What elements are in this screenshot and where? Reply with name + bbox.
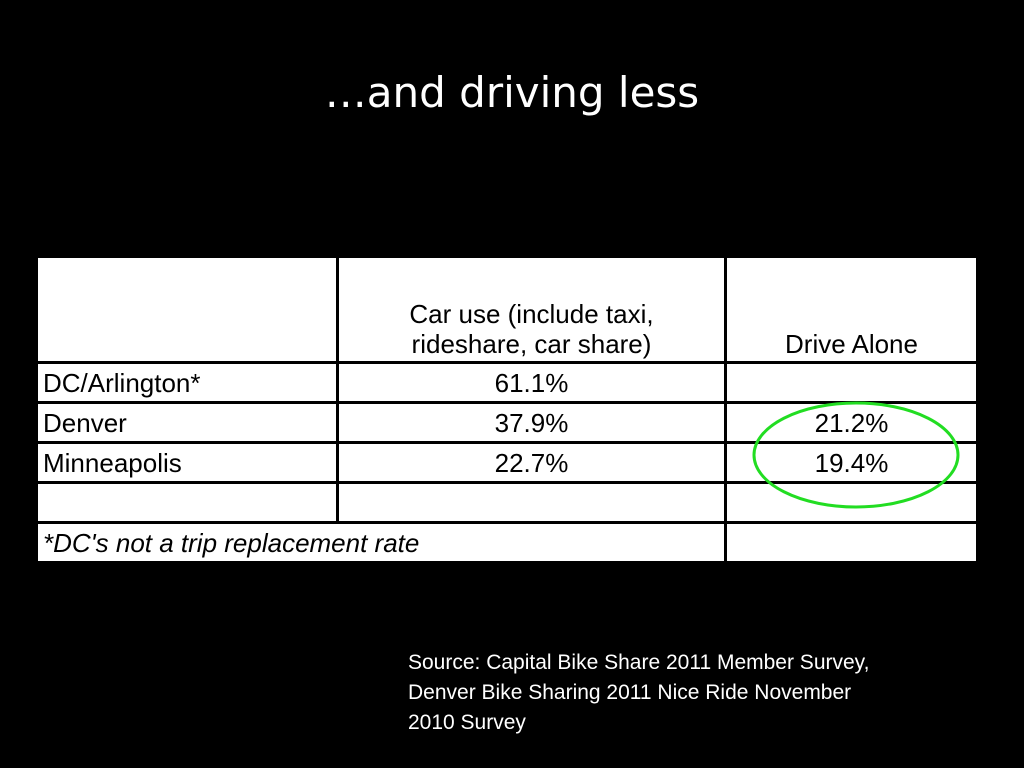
- empty-cell: [724, 361, 979, 404]
- cell: 37.9%: [336, 401, 727, 444]
- cell: 61.1%: [336, 361, 727, 404]
- header-row: Car use (include taxi, rideshare, car sha…: [35, 255, 979, 364]
- source-note: Source: Capital Bike Share 2011 Member S…: [408, 648, 869, 738]
- row: Minneapolis 22.7% 19.4%: [35, 441, 979, 484]
- row-label: DC/Arlington*: [35, 361, 339, 404]
- empty-cell: [35, 255, 339, 364]
- empty-cell: [724, 521, 979, 564]
- cell: 22.7%: [336, 441, 727, 484]
- header-cell: Drive Alone: [724, 255, 979, 364]
- header-line: rideshare, car share): [411, 329, 652, 359]
- cell: 19.4%: [724, 441, 979, 484]
- data-table: Car use (include taxi, rideshare, car sha…: [35, 255, 979, 564]
- slide-title: …and driving less: [324, 68, 700, 117]
- empty-cell: [35, 481, 339, 524]
- header-line: Car use (include taxi,: [409, 299, 654, 329]
- source-line: 2010 Survey: [408, 711, 526, 734]
- source-line: Denver Bike Sharing 2011 Nice Ride Novem…: [408, 681, 852, 704]
- row: DC/Arlington* 61.1%: [35, 361, 979, 404]
- highlight-ellipse: [752, 401, 960, 509]
- header-cell: Car use (include taxi, rideshare, car sha…: [336, 255, 727, 364]
- empty-cell: [336, 481, 727, 524]
- source-line: Source: Capital Bike Share 2011 Member S…: [408, 651, 870, 674]
- footnote: *DC's not a trip replacement rate: [35, 521, 727, 564]
- row: Denver 37.9% 21.2%: [35, 401, 979, 444]
- row-label: Minneapolis: [35, 441, 339, 484]
- row-label: Denver: [35, 401, 339, 444]
- footnote-row: *DC's not a trip replacement rate: [35, 521, 979, 564]
